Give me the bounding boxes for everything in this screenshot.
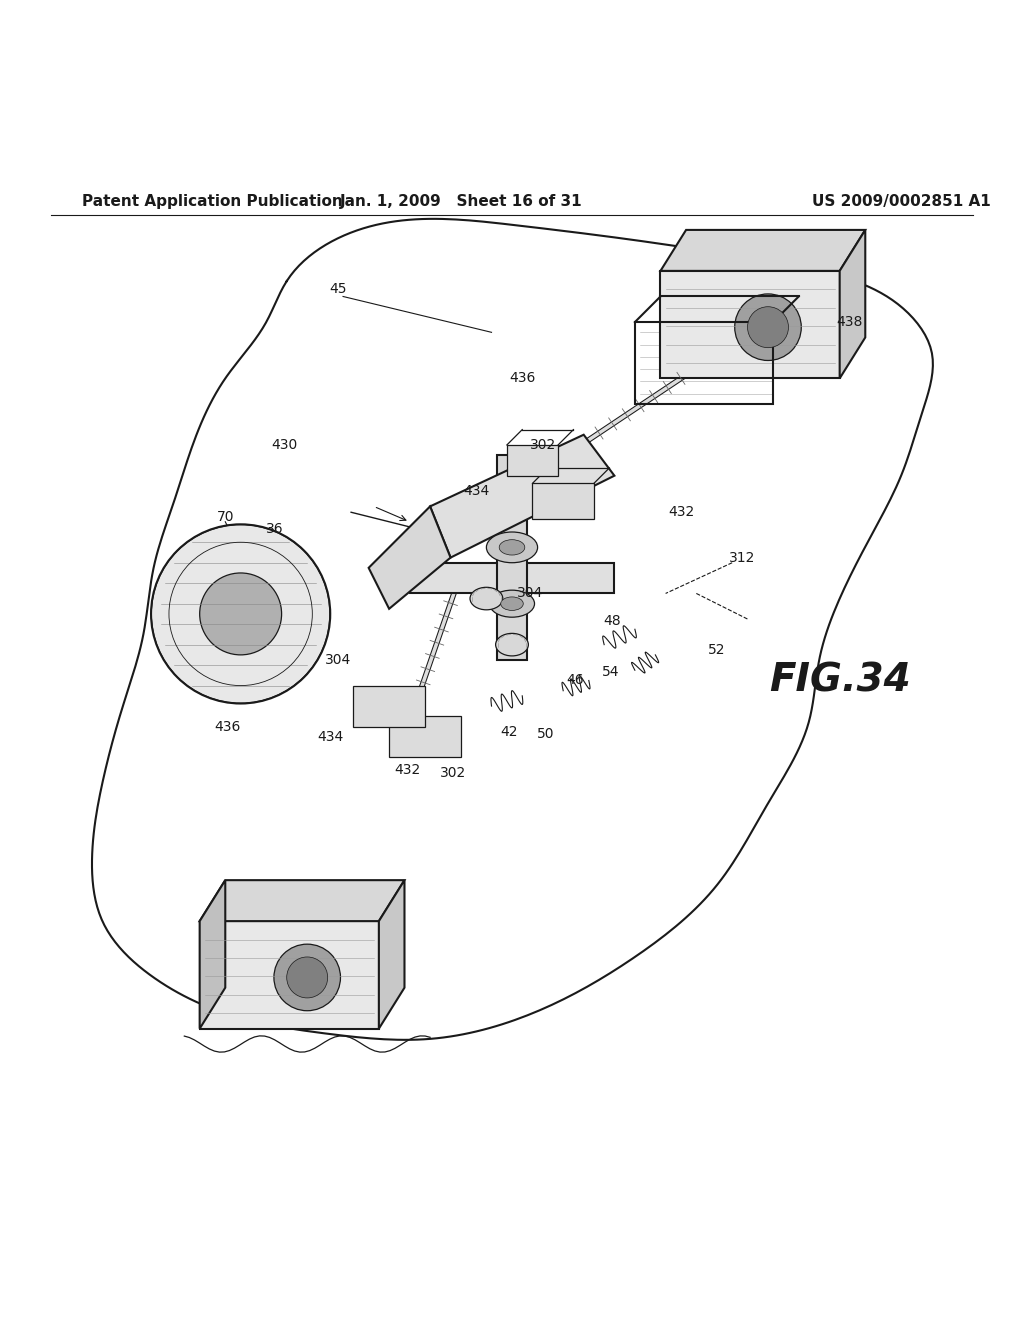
Polygon shape	[430, 434, 614, 557]
Text: Patent Application Publication: Patent Application Publication	[82, 194, 343, 209]
Text: US 2009/0002851 A1: US 2009/0002851 A1	[812, 194, 990, 209]
Text: 436: 436	[509, 371, 536, 385]
Text: 438: 438	[837, 315, 863, 329]
Polygon shape	[660, 230, 865, 271]
Ellipse shape	[151, 524, 330, 704]
Text: 432: 432	[394, 763, 421, 776]
Text: 50: 50	[537, 727, 555, 741]
Polygon shape	[369, 507, 451, 609]
Text: 304: 304	[325, 653, 351, 667]
FancyBboxPatch shape	[507, 445, 558, 475]
Text: 302: 302	[529, 438, 556, 451]
Text: 436: 436	[214, 719, 241, 734]
Text: 434: 434	[317, 730, 344, 743]
Text: Jan. 1, 2009   Sheet 16 of 31: Jan. 1, 2009 Sheet 16 of 31	[340, 194, 582, 209]
Text: 430: 430	[271, 438, 298, 451]
Text: 304: 304	[517, 586, 544, 601]
Text: 48: 48	[603, 614, 622, 628]
Ellipse shape	[273, 944, 340, 1011]
Polygon shape	[200, 880, 225, 1028]
Polygon shape	[410, 562, 614, 594]
FancyBboxPatch shape	[200, 921, 379, 1028]
Ellipse shape	[735, 294, 801, 360]
Ellipse shape	[500, 540, 524, 554]
Text: 42: 42	[500, 725, 518, 739]
FancyBboxPatch shape	[532, 483, 594, 519]
Ellipse shape	[486, 532, 538, 562]
Text: 45: 45	[329, 282, 347, 296]
Text: 36: 36	[265, 521, 284, 536]
Polygon shape	[379, 880, 404, 1028]
Ellipse shape	[489, 590, 535, 618]
Polygon shape	[200, 880, 404, 921]
Ellipse shape	[287, 957, 328, 998]
Ellipse shape	[748, 306, 788, 347]
Polygon shape	[497, 455, 527, 660]
FancyBboxPatch shape	[660, 271, 840, 379]
Text: 432: 432	[668, 504, 694, 519]
Ellipse shape	[470, 587, 503, 610]
Text: 46: 46	[566, 673, 585, 688]
Ellipse shape	[496, 634, 528, 656]
Ellipse shape	[200, 573, 282, 655]
Ellipse shape	[501, 597, 523, 610]
FancyBboxPatch shape	[353, 685, 425, 726]
Text: 54: 54	[601, 665, 620, 680]
FancyBboxPatch shape	[389, 717, 461, 758]
Text: 302: 302	[439, 766, 466, 780]
Text: 52: 52	[708, 643, 726, 657]
Text: 434: 434	[463, 484, 489, 498]
Text: 312: 312	[729, 550, 756, 565]
Text: FIG.34: FIG.34	[769, 661, 910, 700]
Text: 70: 70	[216, 510, 234, 524]
Polygon shape	[840, 230, 865, 379]
